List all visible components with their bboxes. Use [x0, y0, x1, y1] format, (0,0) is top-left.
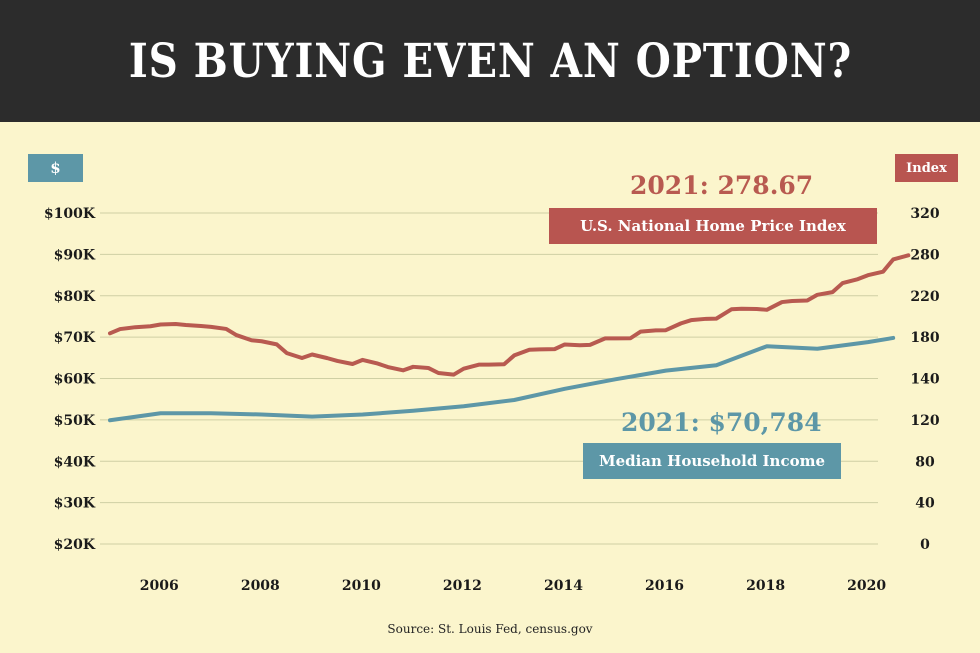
gridlines	[100, 212, 878, 545]
right-axis-badge: Index	[895, 154, 958, 182]
left-tick-label: $90K	[54, 247, 96, 263]
right-tick-label: 220	[910, 289, 939, 305]
left-tick-label: $40K	[54, 454, 96, 470]
right-tick-label: 280	[910, 247, 939, 263]
x-tick-label: 2012	[443, 578, 482, 594]
x-tick-label: 2016	[645, 578, 684, 594]
x-tick-label: 2014	[544, 578, 583, 594]
income-callout-label: Median Household Income	[583, 443, 841, 479]
header-bar: IS BUYING EVEN AN OPTION?	[0, 0, 980, 122]
price-callout-label: U.S. National Home Price Index	[549, 208, 877, 244]
income-callout-value: 2021: $70,784	[621, 408, 822, 437]
right-tick-label: 120	[910, 413, 939, 429]
left-tick-label: $70K	[54, 330, 96, 346]
left-tick-label: $50K	[54, 413, 96, 429]
series-lines	[108, 253, 911, 423]
x-tick-label: 2008	[241, 578, 280, 594]
median-income-line	[108, 335, 896, 423]
price-callout-value: 2021: 278.67	[630, 171, 814, 200]
x-axis-ticks: 2006 2008 2010 2012 2014 2016 2018 2020	[140, 578, 887, 594]
left-tick-label: $60K	[54, 372, 96, 388]
left-tick-label: $100K	[44, 206, 96, 222]
right-tick-label: 80	[915, 454, 935, 470]
x-tick-label: 2006	[140, 578, 179, 594]
x-tick-label: 2010	[342, 578, 381, 594]
right-tick-label: 0	[920, 537, 930, 553]
right-axis-ticks: 0 40 80 120 140 180 220 280 320	[910, 206, 939, 553]
home-price-index-line	[108, 253, 911, 377]
left-tick-label: $80K	[54, 289, 96, 305]
source-note: Source: St. Louis Fed, census.gov	[387, 622, 593, 636]
right-tick-label: 40	[915, 496, 935, 512]
left-tick-label: $30K	[54, 496, 96, 512]
page-title: IS BUYING EVEN AN OPTION?	[128, 33, 852, 89]
left-axis-badge: $	[28, 154, 83, 182]
left-tick-label: $20K	[54, 537, 96, 553]
x-tick-label: 2018	[746, 578, 785, 594]
right-tick-label: 140	[910, 372, 939, 388]
right-tick-label: 180	[910, 330, 939, 346]
left-axis-ticks: $20K $30K $40K $50K $60K $70K $80K $90K $100K	[44, 206, 96, 553]
right-tick-label: 320	[910, 206, 939, 222]
x-tick-label: 2020	[847, 578, 886, 594]
